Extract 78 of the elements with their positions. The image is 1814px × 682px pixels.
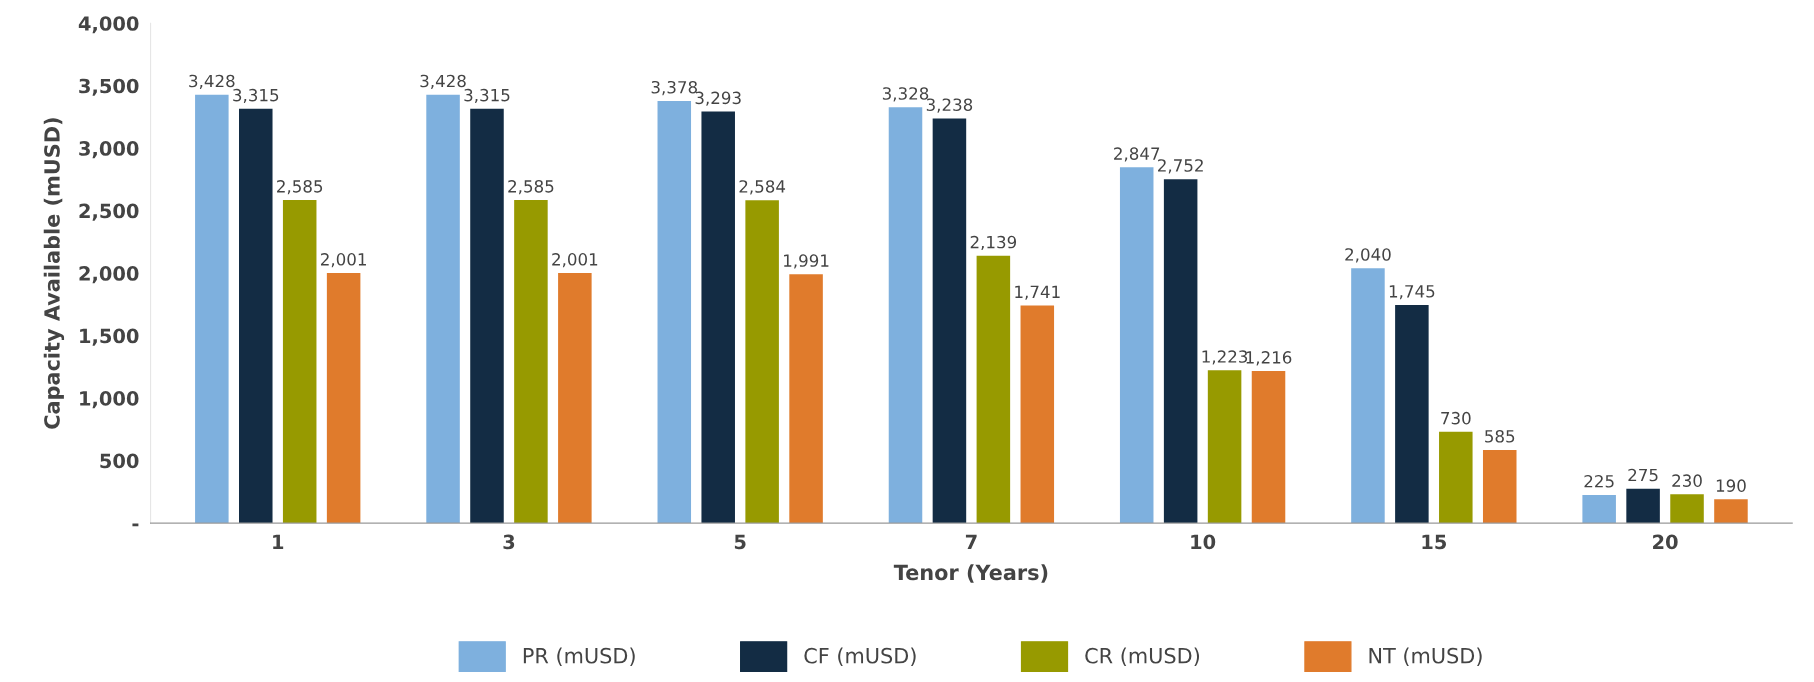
bar	[1670, 494, 1704, 524]
bar	[701, 111, 735, 524]
data-label: 1,745	[1389, 285, 1435, 300]
data-label: 2,585	[277, 180, 323, 195]
bar	[1207, 370, 1242, 524]
bar	[1626, 488, 1660, 524]
bar	[1582, 494, 1616, 524]
data-label: 3,315	[233, 88, 279, 104]
bar	[282, 200, 317, 524]
bar	[932, 118, 967, 524]
bar	[426, 94, 460, 524]
data-label: 230	[1672, 474, 1702, 487]
data-label: 3,428	[189, 74, 235, 89]
data-label: 3,238	[926, 98, 973, 113]
data-label: 2,040	[1345, 248, 1391, 263]
data-label: 585	[1485, 429, 1515, 443]
bar	[470, 108, 504, 524]
y-tick-label: 3,500	[79, 78, 139, 96]
bar	[514, 200, 548, 524]
data-label: 275	[1628, 468, 1658, 482]
data-label: 2,584	[739, 180, 786, 195]
bar	[976, 255, 1011, 524]
data-label: 1,216	[1246, 351, 1292, 366]
y-tick-label: 2,000	[79, 266, 139, 284]
x-tick-label: 20	[1653, 534, 1678, 550]
y-tick-label: 4,000	[78, 16, 139, 34]
data-label: 3,428	[420, 74, 466, 89]
x-tick-label: 3	[503, 534, 515, 550]
y-tick-label: 3,000	[79, 141, 139, 159]
data-label: 2,752	[1158, 159, 1203, 174]
bar	[1714, 499, 1748, 524]
data-label: 190	[1716, 479, 1746, 492]
bar	[1020, 305, 1055, 524]
x-axis-title: Tenor (Years)	[893, 564, 1048, 583]
bar	[1482, 449, 1517, 524]
x-tick-label: 10	[1191, 534, 1216, 550]
x-tick-label: 5	[734, 534, 746, 550]
data-label: 1,991	[784, 254, 829, 269]
data-label: 3,315	[464, 88, 510, 104]
bar	[326, 273, 361, 524]
y-tick-label: 1,500	[80, 328, 139, 346]
legend-label: CR (mUSD)	[1085, 647, 1200, 667]
data-label: 3,378	[651, 80, 697, 96]
data-label: 3,293	[695, 91, 741, 106]
legend-label: PR (mUSD)	[523, 647, 635, 667]
bar	[888, 107, 923, 524]
bar	[1439, 431, 1473, 524]
data-label: 225	[1584, 474, 1614, 488]
x-tick-label: 7	[965, 534, 977, 549]
bar	[239, 108, 273, 524]
bar	[1251, 371, 1286, 524]
bar	[1119, 167, 1154, 524]
x-tick-label: 15	[1422, 534, 1447, 550]
y-axis-title: Capacity Available (mUSD)	[43, 118, 65, 429]
data-label: 1,223	[1202, 350, 1248, 365]
data-label: 2,847	[1114, 147, 1160, 162]
y-tick-label: 1,000	[80, 391, 139, 409]
data-label: 3,328	[882, 87, 929, 102]
bar	[1351, 268, 1385, 524]
data-label: 2,585	[508, 180, 554, 195]
bar	[789, 274, 823, 524]
bar	[1395, 305, 1429, 524]
x-tick-label: 1	[273, 534, 284, 549]
data-label: 2,139	[970, 235, 1017, 251]
y-tick-label: 2,500	[79, 203, 139, 221]
bar	[195, 94, 229, 524]
bar	[745, 200, 779, 524]
y-tick-label: 500	[100, 453, 139, 469]
data-label: 730	[1441, 411, 1471, 425]
bar	[558, 273, 592, 524]
y-tick-label: -	[132, 523, 139, 527]
bar	[1163, 179, 1198, 524]
data-label: 2,001	[552, 253, 598, 268]
data-label: 1,741	[1015, 285, 1060, 300]
bar	[657, 100, 692, 524]
legend-label: CF (mUSD)	[804, 647, 916, 667]
data-label: 2,001	[321, 253, 366, 268]
legend-label: NT (mUSD)	[1369, 647, 1482, 667]
